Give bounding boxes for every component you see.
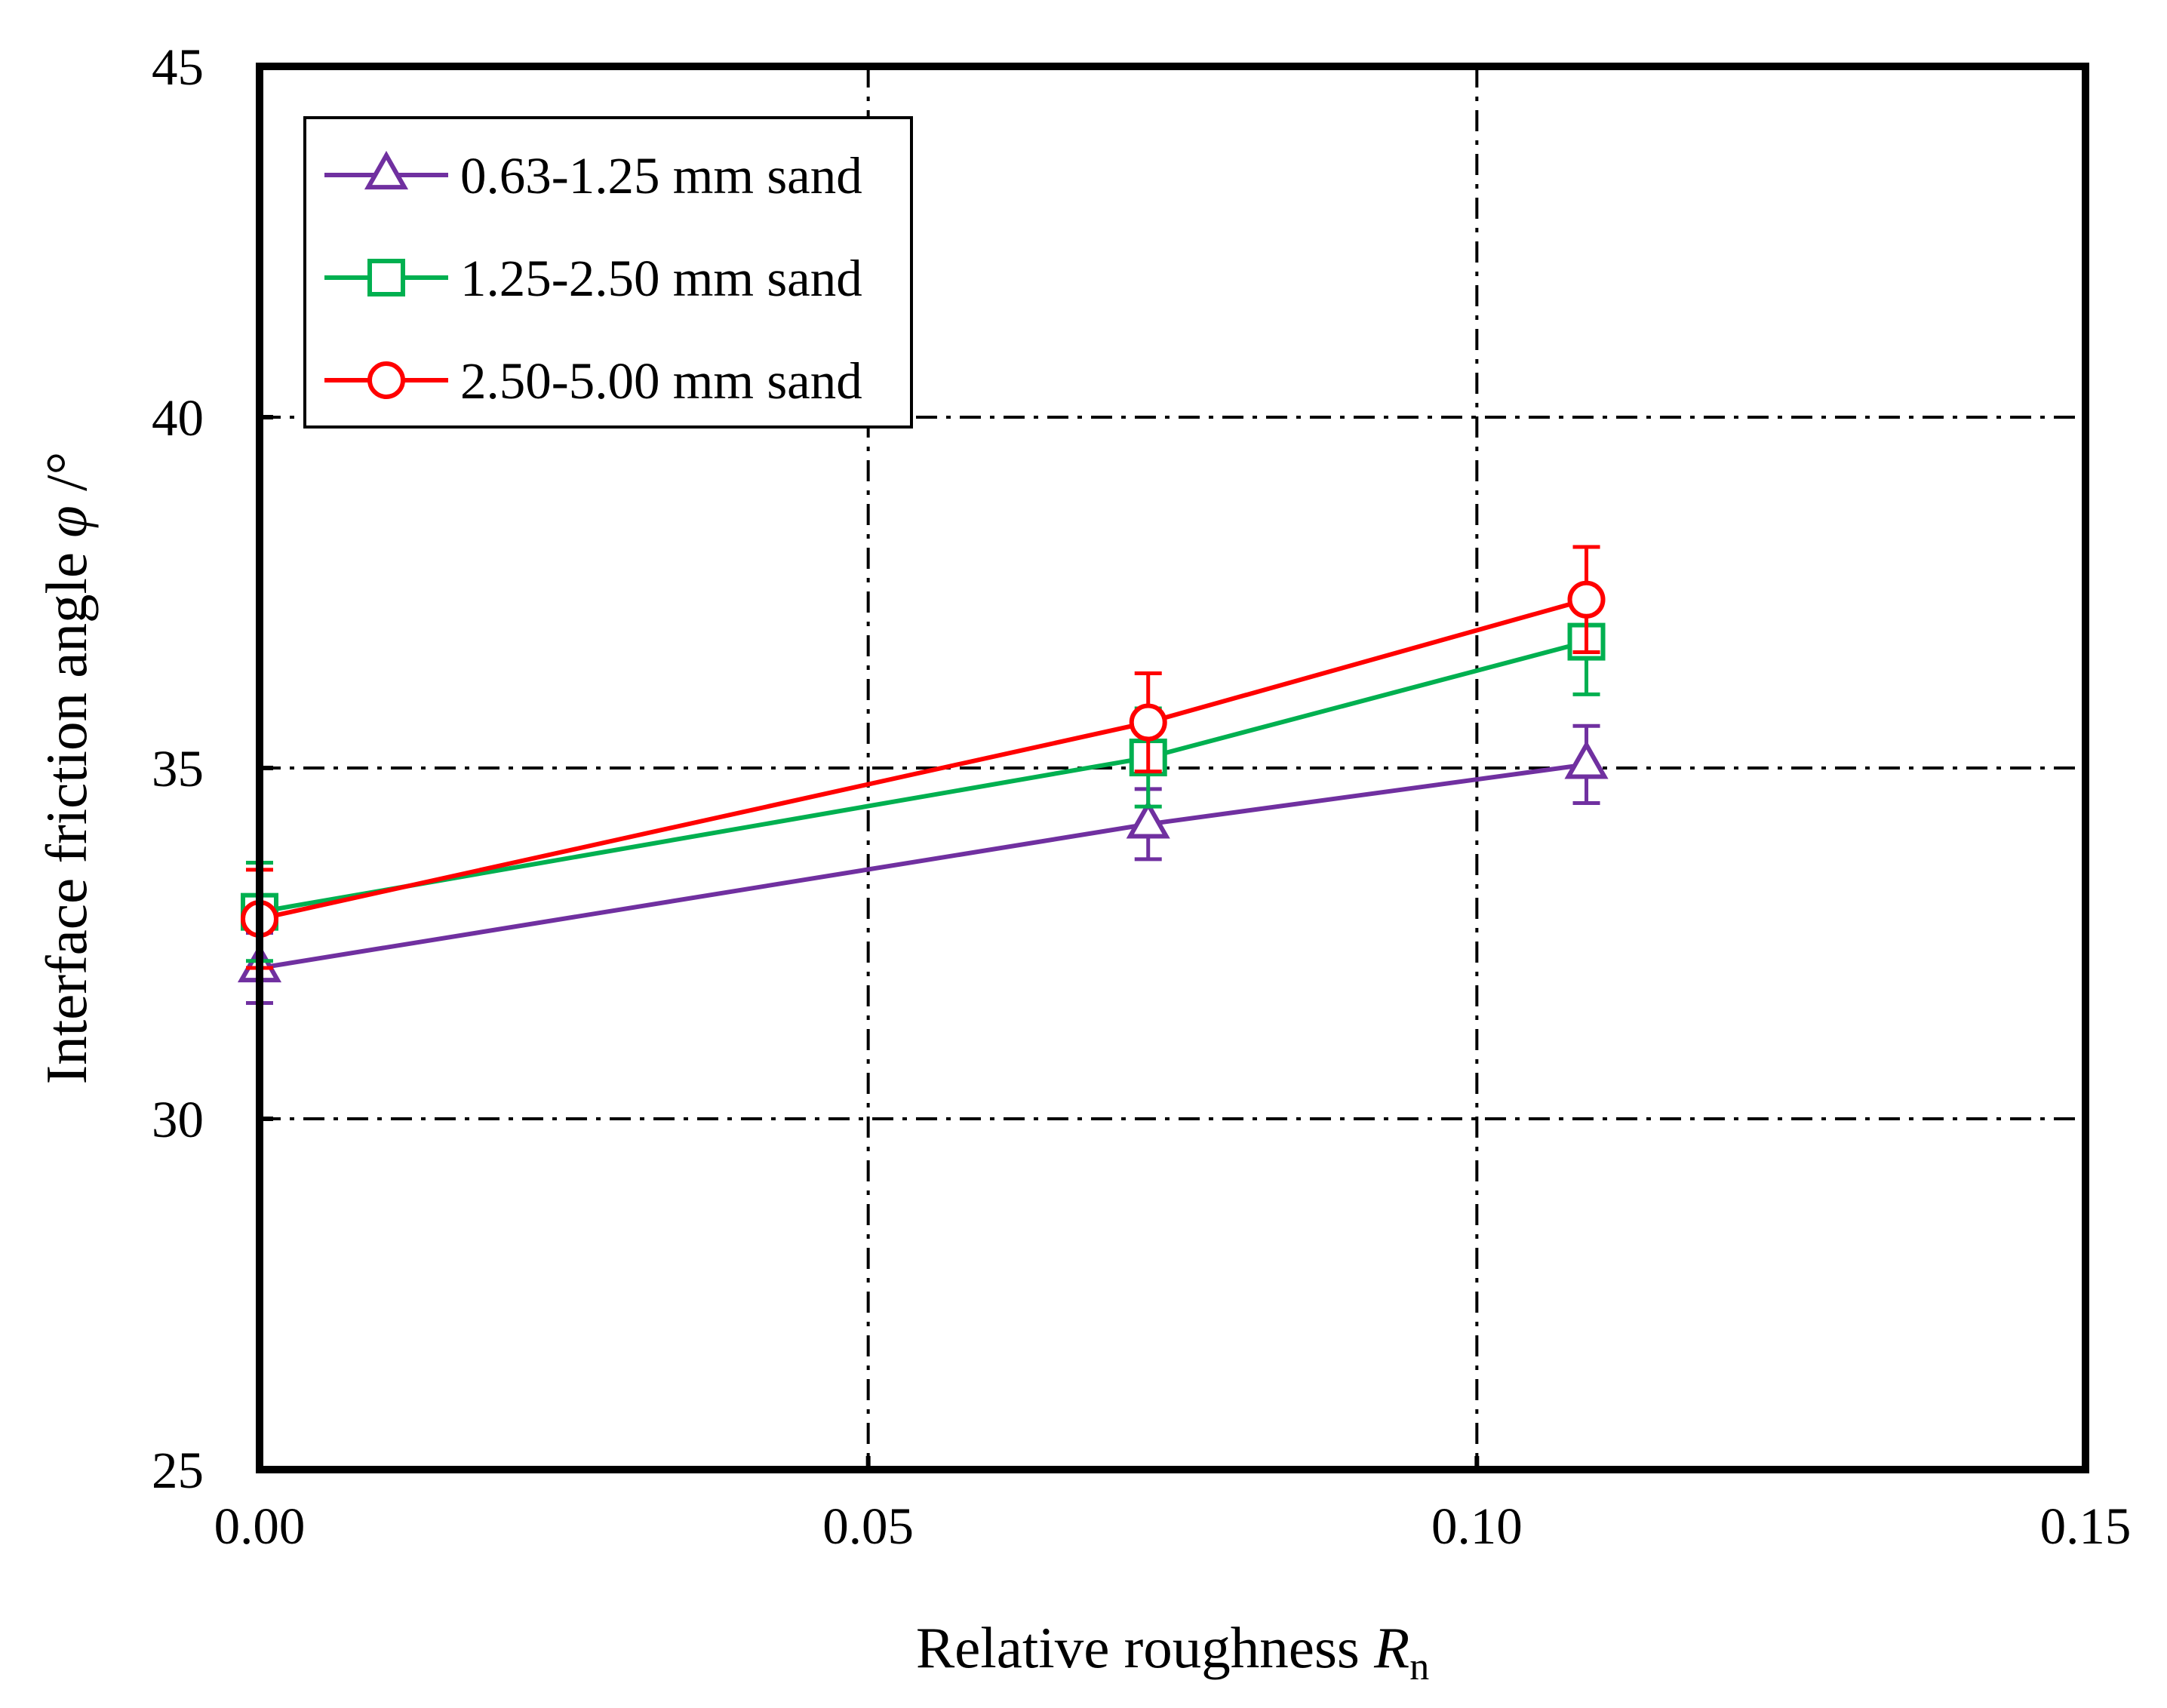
x-axis-label: Relative roughness Rn [916, 1615, 1429, 1688]
series-2 [241, 587, 1606, 963]
x-tick-label: 0.10 [1431, 1498, 1523, 1555]
legend-label: 2.50-5.00 mm sand [460, 352, 862, 410]
x-tick-label: 0.05 [822, 1498, 914, 1555]
legend-items: 0.63-1.25 mm sand 1.25-2.50 mm sand 2.50-5… [324, 147, 862, 410]
data-point [1567, 580, 1606, 619]
data-point [1126, 800, 1170, 839]
data-point [1129, 703, 1167, 742]
series-line [259, 597, 1588, 921]
legend-marker [367, 259, 405, 296]
y-tick-label: 45 [152, 38, 204, 96]
y-tick-label: 25 [152, 1442, 204, 1499]
legend-label: 0.63-1.25 mm sand [460, 147, 862, 204]
series-3 [241, 545, 1606, 970]
x-tick-label: 0.00 [214, 1498, 306, 1555]
y-axis-label-text: Interface friction angle [34, 552, 99, 1084]
legend: 0.63-1.25 mm sand 1.25-2.50 mm sand 2.50-5… [303, 116, 913, 429]
y-axis-label-unit: /° [34, 452, 99, 491]
y-tick-label: 30 [152, 1091, 204, 1148]
legend-label: 1.25-2.50 mm sand [460, 250, 862, 307]
legend-marker [367, 361, 405, 399]
y-tick-label: 40 [152, 389, 204, 447]
y-tick-label: 35 [152, 740, 204, 797]
series-line [259, 639, 1588, 914]
x-axis-label-symbol: R [1373, 1615, 1409, 1680]
legend-item: 2.50-5.00 mm sand [324, 352, 862, 410]
y-axis-label-symbol: φ [34, 505, 99, 538]
axis-ticks: 0.00 0.05 0.10 0.15 25 30 35 40 45 [152, 38, 2131, 1555]
legend-box [303, 116, 913, 429]
x-axis-label-text: Relative roughness [916, 1615, 1360, 1680]
legend-item: 1.25-2.50 mm sand [324, 250, 862, 307]
legend-item: 0.63-1.25 mm sand [324, 147, 862, 204]
y-axis-label: Interface friction angle φ /° [34, 452, 99, 1085]
series-layer [237, 545, 1609, 1006]
legend-marker [364, 150, 409, 190]
data-point [1564, 740, 1609, 779]
x-axis-label-subscript: n [1409, 1645, 1429, 1688]
x-tick-label: 0.15 [2040, 1498, 2132, 1555]
